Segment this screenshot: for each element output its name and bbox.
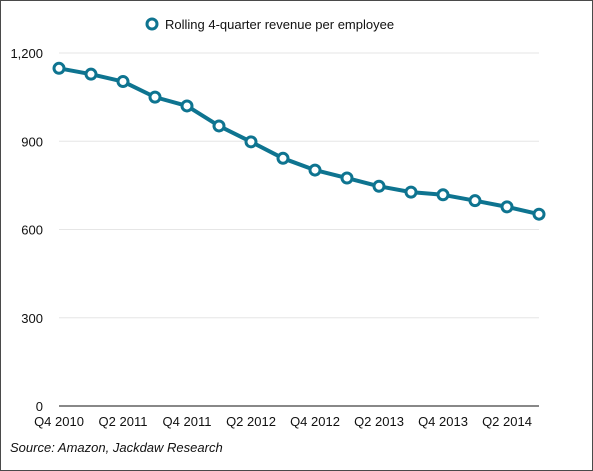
data-point: [148, 90, 162, 104]
data-point: [276, 151, 290, 165]
data-point: [212, 119, 226, 133]
series-line: [57, 66, 541, 217]
x-tick-label: Q2 2011: [99, 414, 148, 429]
y-tick-label: 0: [36, 399, 43, 414]
series-layer: [52, 61, 546, 221]
x-tick-label: Q4 2013: [418, 414, 468, 429]
y-tick-label: 1,200: [10, 46, 43, 61]
data-point: [340, 171, 354, 185]
data-point: [84, 67, 98, 81]
data-point: [372, 179, 386, 193]
y-tick-label: 300: [21, 311, 43, 326]
y-axis-labels: 0 300 600 900 1,200: [10, 46, 43, 414]
data-point: [532, 207, 546, 221]
x-tick-label: Q4 2010: [34, 414, 84, 429]
data-point: [52, 61, 66, 75]
x-tick-label: Q4 2011: [163, 414, 212, 429]
y-tick-label: 600: [21, 223, 43, 238]
x-tick-label: Q2 2012: [226, 414, 276, 429]
data-point: [308, 163, 322, 177]
legend-label: Rolling 4-quarter revenue per employee: [165, 17, 394, 32]
data-point: [180, 99, 194, 113]
data-point: [436, 188, 450, 202]
source-note: Source: Amazon, Jackdaw Research: [10, 440, 223, 455]
data-point: [500, 200, 514, 214]
gridlines: [59, 52, 539, 319]
legend: Rolling 4-quarter revenue per employee: [145, 17, 394, 32]
x-axis-labels: Q4 2010 Q2 2011 Q4 2011 Q2 2012 Q4 2012 Q2 20…: [34, 414, 532, 429]
data-point: [468, 194, 482, 208]
x-tick-label: Q2 2013: [354, 414, 404, 429]
x-tick-label: Q2 2014: [482, 414, 532, 429]
x-tick-label: Q4 2012: [290, 414, 340, 429]
data-point: [244, 135, 258, 149]
data-point: [404, 185, 418, 199]
data-point: [116, 75, 130, 89]
legend-marker: [145, 17, 159, 31]
y-tick-label: 900: [21, 134, 43, 149]
